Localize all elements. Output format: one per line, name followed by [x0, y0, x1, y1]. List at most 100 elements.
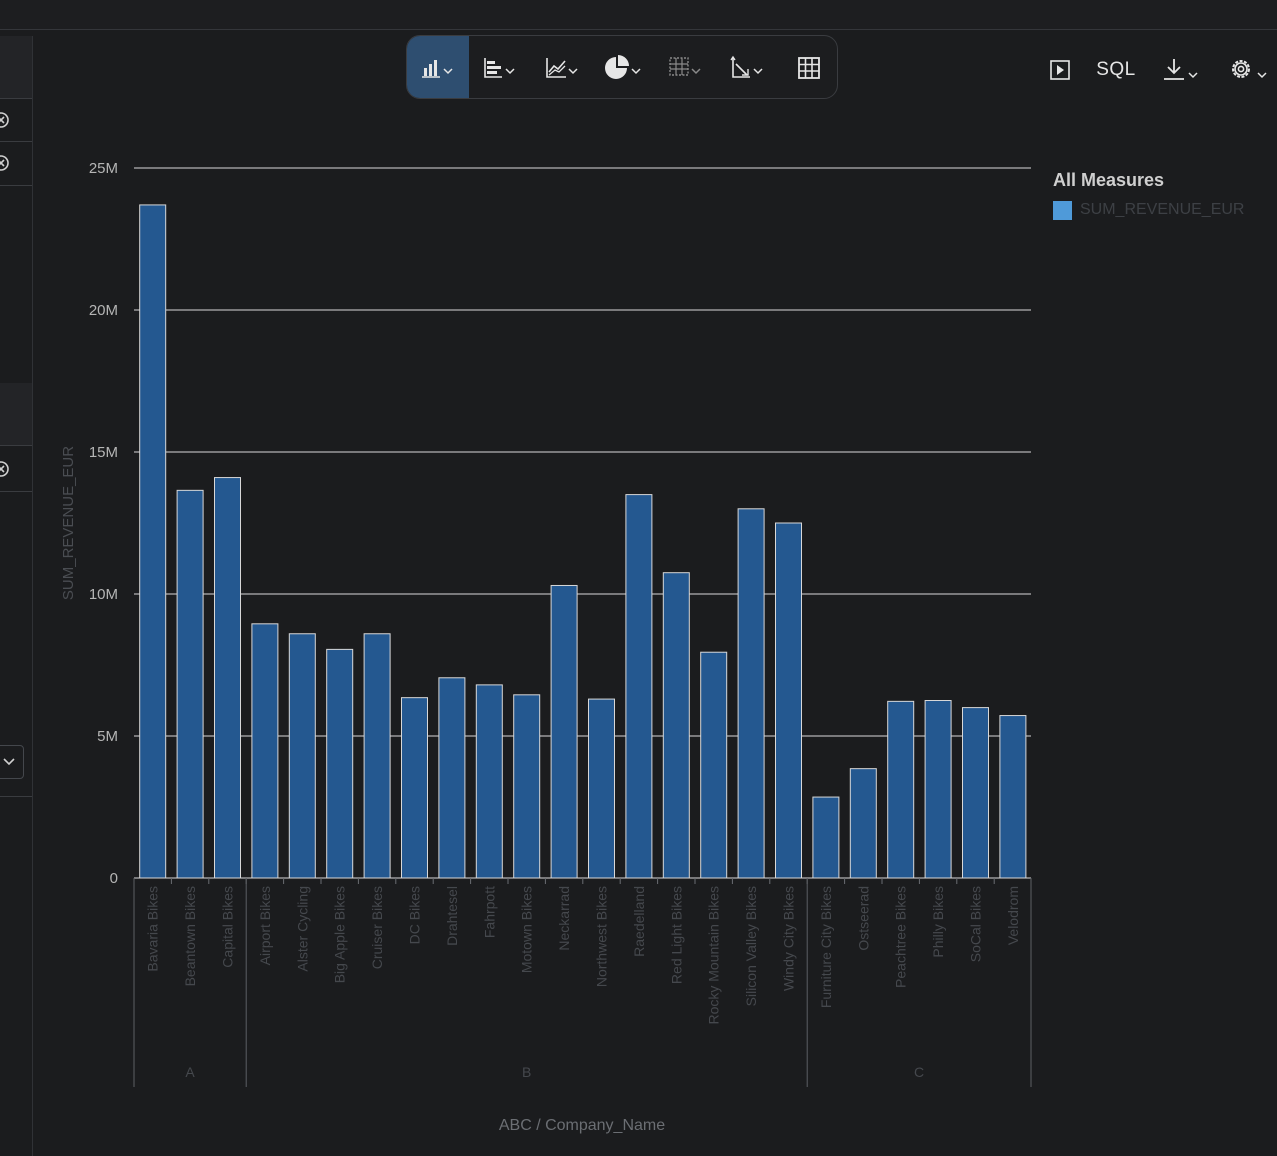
bar[interactable]: [999, 715, 1027, 879]
play-icon: [1050, 60, 1070, 80]
sidebar-dropdown[interactable]: [0, 745, 24, 779]
bar[interactable]: [401, 697, 428, 879]
y-tick-label: 0: [110, 870, 118, 887]
bar[interactable]: [737, 508, 765, 879]
settings-button[interactable]: [1228, 52, 1272, 88]
x-category-label: Red Light Bikes: [668, 886, 684, 984]
x-category-label: Fahrpott: [481, 886, 497, 938]
x-axis-title: ABC / Company_Name: [499, 1117, 665, 1134]
bar[interactable]: [139, 204, 167, 879]
line-chart-button[interactable]: [531, 36, 593, 98]
bar[interactable]: [176, 489, 204, 879]
download-button[interactable]: [1160, 52, 1204, 88]
bar[interactable]: [438, 677, 466, 879]
heatmap-button[interactable]: [655, 36, 717, 98]
x-category-label: Windy City Bikes: [781, 886, 797, 991]
bar[interactable]: [625, 494, 653, 879]
x-category-label: Bavaria Bikes: [145, 886, 161, 972]
gear-icon: [1232, 60, 1267, 79]
y-tick-label: 15M: [89, 444, 118, 461]
x-category-label: Northwest Bikes: [594, 886, 610, 987]
download-icon: [1164, 59, 1198, 80]
x-category-label: Airport Bikes: [257, 886, 273, 965]
x-category-label: Silicon Valley Bikes: [743, 886, 759, 1006]
legend-title: All Measures: [1053, 170, 1165, 190]
sidebar-divider: [0, 491, 32, 492]
x-category-label: Philly Bikes: [930, 886, 946, 958]
chart-type-toolbar: [406, 35, 838, 99]
heatmap-icon: [669, 57, 701, 76]
bar-chart-icon: [422, 60, 453, 78]
group-label: B: [522, 1064, 531, 1080]
x-category-label: Ostseerad: [855, 886, 871, 951]
scatter-chart-button[interactable]: [717, 36, 779, 98]
bar[interactable]: [962, 707, 989, 879]
table-view-button[interactable]: [779, 36, 837, 98]
sidebar-divider: [0, 185, 32, 186]
bar[interactable]: [588, 698, 615, 879]
x-category-label: Furniture City Bikes: [818, 886, 834, 1008]
remove-filter-icon[interactable]: [0, 154, 10, 172]
sql-button[interactable]: SQL: [1092, 52, 1140, 88]
legend-swatch[interactable]: [1053, 201, 1072, 220]
remove-filter-icon[interactable]: [0, 460, 10, 478]
sidebar-header-block: [0, 36, 32, 98]
x-category-label: Capital Bikes: [220, 886, 236, 968]
scatter-chart-icon: [730, 55, 763, 78]
pie-chart-button[interactable]: [593, 36, 655, 98]
bar[interactable]: [924, 700, 952, 879]
x-category-label: Raedelland: [631, 886, 647, 957]
bar[interactable]: [288, 633, 316, 879]
bar[interactable]: [775, 522, 802, 879]
table-grid-icon: [798, 57, 820, 79]
bar[interactable]: [363, 633, 391, 879]
sidebar-divider: [0, 141, 32, 142]
bar[interactable]: [849, 768, 877, 879]
x-category-label: DC Bikes: [407, 886, 423, 944]
x-category-label: SoCal Bikes: [968, 886, 984, 962]
bar[interactable]: [326, 648, 354, 879]
y-tick-label: 5M: [97, 728, 118, 745]
x-category-label: Motown Bikes: [519, 886, 535, 973]
sql-label: SQL: [1096, 59, 1136, 80]
bar[interactable]: [214, 477, 241, 879]
bar[interactable]: [475, 684, 503, 879]
sidebar-divider: [0, 445, 32, 446]
remove-filter-icon[interactable]: [0, 111, 10, 129]
group-label: C: [914, 1064, 924, 1080]
sidebar-divider: [0, 796, 32, 797]
sidebar-section-block: [0, 383, 32, 445]
bar[interactable]: [550, 584, 578, 879]
horizontal-bar-chart-icon: [484, 58, 515, 78]
y-tick-label: 20M: [89, 302, 118, 319]
x-category-label: Alster Cycling: [294, 886, 310, 972]
y-axis-title: SUM_REVENUE_EUR: [60, 446, 77, 600]
run-button[interactable]: [1046, 52, 1074, 88]
x-category-label: Beantown Bikes: [182, 886, 198, 986]
bar[interactable]: [700, 651, 728, 879]
bar[interactable]: [251, 623, 279, 879]
horizontal-bar-chart-button[interactable]: [469, 36, 531, 98]
sidebar-divider: [0, 98, 32, 99]
bar-chart-button[interactable]: [407, 36, 469, 98]
y-tick-label: 10M: [89, 586, 118, 603]
pie-chart-icon: [605, 55, 641, 79]
bar[interactable]: [812, 796, 840, 879]
line-chart-icon: [546, 58, 578, 78]
x-category-label: Peachtree Bikes: [893, 886, 909, 988]
x-category-label: Drahtesel: [444, 886, 460, 946]
x-category-label: Big Apple Bikes: [332, 886, 348, 983]
x-category-label: Neckarrad: [556, 886, 572, 951]
x-category-label: Cruiser Bikes: [369, 886, 385, 969]
x-category-label: Rocky Mountain Bikes: [706, 886, 722, 1025]
legend-series-label[interactable]: SUM_REVENUE_EUR: [1080, 201, 1245, 218]
chevron-down-icon: [3, 758, 15, 766]
y-tick-label: 25M: [89, 160, 118, 177]
top-bar: [0, 0, 1277, 30]
bar[interactable]: [887, 700, 915, 879]
bar[interactable]: [662, 572, 690, 879]
group-label: A: [185, 1064, 195, 1080]
x-category-label: Velodrom: [1005, 886, 1021, 945]
bar[interactable]: [513, 694, 541, 879]
